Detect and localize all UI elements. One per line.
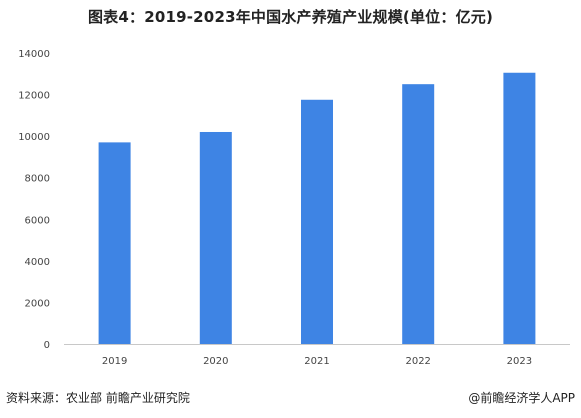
y-tick-label: 14000: [18, 49, 50, 60]
y-tick-label: 8000: [25, 174, 50, 185]
x-tick-label: 2021: [304, 356, 329, 367]
bar-2022: [402, 84, 435, 344]
y-tick-label: 12000: [18, 91, 50, 102]
y-tick-label: 2000: [25, 298, 50, 309]
y-tick-label: 4000: [25, 257, 50, 268]
bar-2020: [199, 131, 232, 344]
x-tick-label: 2019: [102, 356, 127, 367]
bars: [98, 72, 536, 345]
x-tick-label: 2023: [507, 356, 532, 367]
brand-credit: @前瞻经济学人APP: [468, 391, 575, 405]
source-note: 资料来源：农业部 前瞻产业研究院: [6, 391, 190, 405]
y-tick-label: 0: [44, 340, 50, 351]
y-tick-label: 6000: [25, 215, 50, 226]
y-tick-label: 10000: [18, 132, 50, 143]
x-tick-label: 2020: [203, 356, 228, 367]
x-tick-label: 2022: [405, 356, 430, 367]
chart-title: 图表4：2019-2023年中国水产养殖产业规模(单位：亿元): [87, 8, 494, 26]
bar-2023: [503, 72, 536, 344]
bar-2021: [301, 99, 333, 345]
y-axis-ticks: 0 2000 4000 6000 8000 10000 12000 14000: [18, 49, 50, 351]
bar-2019: [98, 142, 131, 344]
x-axis-ticks: 2019 2020 2021 2022 2023: [102, 356, 532, 367]
